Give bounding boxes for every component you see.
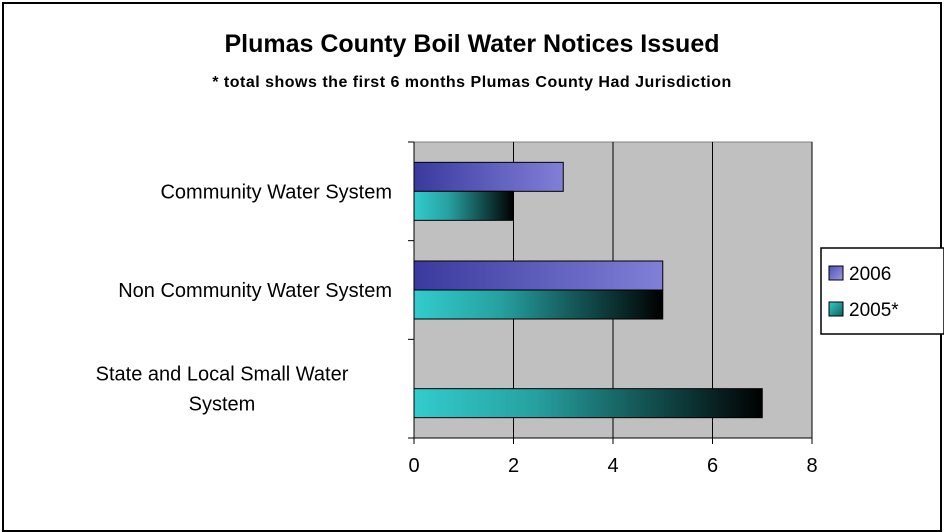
category-label: State and Local Small Water System bbox=[96, 364, 349, 416]
chart-subtitle: * total shows the first 6 months Plumas … bbox=[212, 74, 732, 91]
legend: 2006 2005* bbox=[820, 247, 944, 335]
bar-chart: 0 2 4 6 8 Community Water System Non Community… bbox=[96, 141, 944, 477]
legend-swatch-2006 bbox=[828, 265, 844, 281]
x-tick-label: 2 bbox=[508, 455, 519, 477]
category-label: Community Water System bbox=[160, 181, 392, 203]
legend-label-2005: 2005* bbox=[849, 300, 899, 321]
bar-2005 bbox=[413, 289, 664, 320]
legend-swatch-2005 bbox=[828, 301, 844, 317]
legend-box bbox=[820, 247, 944, 335]
category-label: Non Community Water System bbox=[118, 280, 392, 302]
bar-2005 bbox=[413, 190, 514, 221]
x-tick-label: 6 bbox=[707, 455, 718, 477]
bar-2005 bbox=[413, 388, 763, 419]
bar-2006 bbox=[413, 161, 564, 192]
bar-2006 bbox=[413, 260, 664, 291]
x-tick-label: 8 bbox=[806, 455, 817, 477]
x-tick-label: 0 bbox=[408, 455, 419, 477]
x-tick-label: 4 bbox=[607, 455, 618, 477]
legend-label-2006: 2006 bbox=[849, 264, 891, 285]
chart-title: Plumas County Boil Water Notices Issued bbox=[224, 30, 720, 58]
